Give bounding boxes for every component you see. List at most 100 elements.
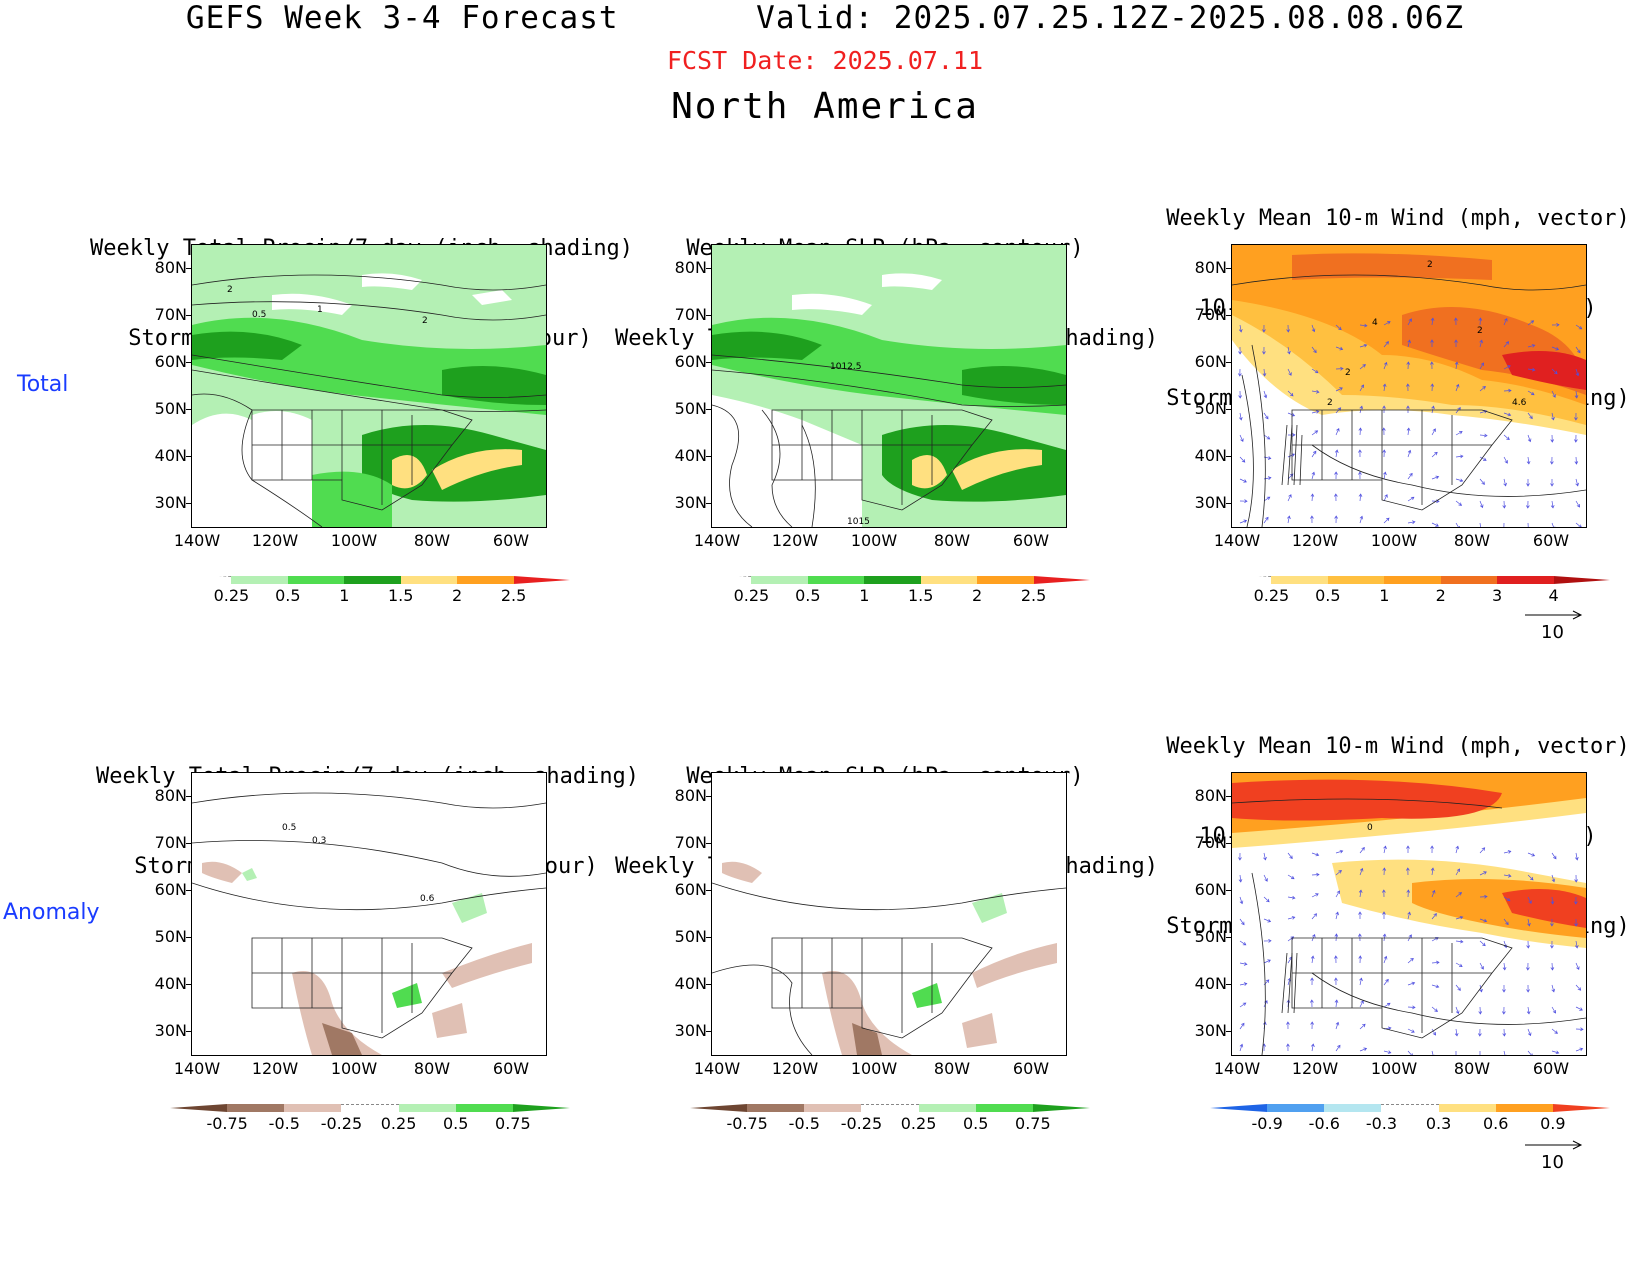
wind-vector [1335,427,1340,436]
lat-tick-label: 80N [1194,258,1227,277]
wind-vector [1287,852,1293,860]
wind-vector [1358,471,1362,480]
lon-tick-label: 120W [251,531,299,550]
wind-vector [1503,388,1512,393]
wind-vector [1477,1028,1482,1037]
wind-vector [1383,361,1388,370]
wind-vector [1333,493,1338,502]
wind-vector [1287,936,1295,942]
colorbar-segment [513,576,570,584]
lat-tick-label: 30N [154,1021,187,1040]
wind-vector [1431,1006,1438,1012]
colorbar-label: -0.3 [1365,1114,1398,1133]
lat-tick-label: 50N [1194,927,1227,946]
wind-vector [1287,895,1296,900]
wind-vector [1405,867,1410,876]
lat-tick-label: 60N [674,352,707,371]
wind-vector [1479,456,1487,461]
colorbar-segment [804,1104,862,1112]
wind-vector [1430,845,1434,854]
wind-vector [1479,962,1484,970]
map-plot: 2 4 2 2 2 4.6 [1232,245,1586,527]
lat-tick [1226,1031,1231,1032]
wind-vector [1551,368,1558,375]
wind-vector [1527,412,1533,420]
wind-vector [1431,913,1437,920]
wind-vector [1455,383,1460,392]
wind-vector [1574,918,1578,927]
lat-tick-label: 40N [1194,446,1227,465]
map-plot: 0 [1232,773,1586,1055]
wind-vector [1575,852,1579,861]
contour-label: 2 [227,285,233,295]
wind-vector [1382,867,1387,876]
lat-tick [1226,503,1231,504]
wind-vector [1335,366,1344,371]
colorbar-label: 2 [452,586,463,605]
wind-vector [1358,911,1362,919]
lat-tick-label: 60N [674,880,707,899]
colorbar-segment [975,1104,1033,1112]
wind-vector [1527,918,1531,927]
wind-vector [1527,320,1535,326]
wind-vector [1382,383,1387,392]
wind-vector [1479,339,1483,348]
lat-tick [706,315,711,316]
lat-tick-label: 30N [1194,1021,1227,1040]
wind-vector [1527,367,1536,372]
wind-vector [1286,1021,1290,1030]
wind-vector [1263,516,1269,524]
wind-vector [1527,522,1529,527]
wind-vector [1551,874,1556,883]
colorbar-segment [1210,1104,1268,1112]
wind-vector [1359,364,1366,370]
wind-vector [1238,390,1243,399]
lon-tick-label: 80W [413,1059,451,1078]
lon-tick-label: 100W [1370,531,1418,550]
wind-vector [1405,383,1410,392]
wind-vector [1238,324,1243,333]
wind-vector [1455,939,1464,944]
contour-label: 1015 [847,517,870,527]
colorbar-label: 3 [1492,586,1503,605]
map-plot: 0.5 0.3 0.6 [192,773,546,1055]
wind-vector [1335,1021,1340,1030]
wind-vector [1335,1044,1341,1052]
wind-vector [1239,434,1244,443]
colorbar-segment [457,576,514,584]
wind-vector [1407,1050,1413,1055]
colorbar-segment [341,1104,399,1113]
colorbar-segment [920,576,978,584]
wind-vector [1383,341,1389,348]
lat-tick-label: 80N [154,258,187,277]
colorbar-segment [231,576,288,584]
lon-tick-label: 60W [1532,1059,1570,1078]
contour-label: 1012.5 [830,362,862,372]
wind-vector [1502,962,1507,971]
wind-vector [1551,984,1556,993]
lat-tick [706,796,711,797]
wind-vectors [1238,845,1584,1055]
wind-vector [1526,1006,1531,1015]
wind-vector [1551,1028,1558,1034]
wind-vector [1527,874,1534,881]
wind-vector [1357,933,1362,942]
lat-tick [186,890,191,891]
wind-vector [1407,520,1416,525]
colorbar-segment [284,1104,342,1112]
lon-tick-label: 120W [1291,531,1339,550]
wind-vector [1334,449,1339,458]
lon-tick-label: 60W [492,1059,530,1078]
wind-vector [1455,500,1463,506]
lat-tick [1226,937,1231,938]
wind-vector [1430,339,1434,347]
map-plot: 1012.5 1015 [712,245,1066,527]
lat-tick [186,362,191,363]
lon-tick-label: 60W [1532,531,1570,550]
colorbar-label: -0.25 [840,1114,883,1133]
wind-vector [1407,911,1411,920]
lat-tick [186,409,191,410]
wind-vector [1551,1006,1556,1014]
lon-tick-label: 140W [693,1059,741,1078]
lat-tick [186,315,191,316]
